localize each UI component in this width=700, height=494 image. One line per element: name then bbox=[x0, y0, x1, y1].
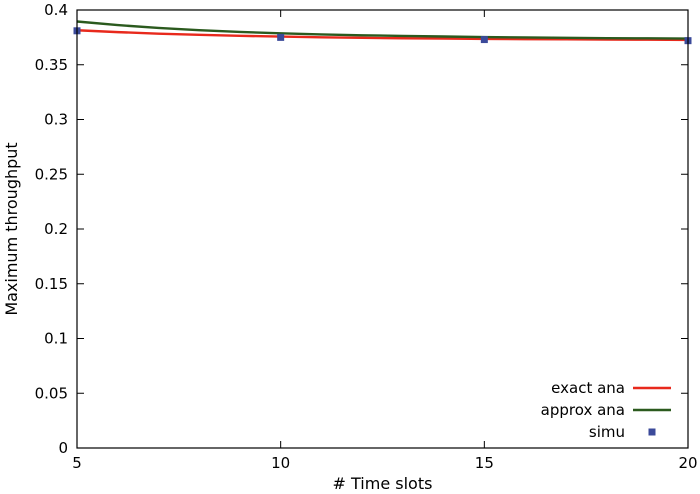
legend-swatch bbox=[648, 428, 656, 436]
y-tick-label: 0.1 bbox=[44, 330, 68, 348]
y-tick-label: 0.4 bbox=[44, 1, 68, 19]
y-tick-label: 0.15 bbox=[35, 275, 68, 293]
legend: exact ana approx ana simu bbox=[541, 379, 671, 441]
x-tick-label: 20 bbox=[678, 454, 697, 472]
x-tick-label: 10 bbox=[271, 454, 290, 472]
data-point-simu bbox=[480, 36, 488, 44]
x-axis-ticks: 5 10 15 20 bbox=[72, 10, 698, 472]
y-tick-label: 0.2 bbox=[44, 220, 68, 238]
x-tick-label: 5 bbox=[72, 454, 82, 472]
y-axis-ticks: 0 0.05 0.1 0.15 0.2 0.25 0.3 0.35 0.4 bbox=[35, 1, 688, 457]
y-tick-label: 0.25 bbox=[35, 165, 68, 183]
data-point-simu bbox=[277, 33, 285, 41]
plot-frame bbox=[76, 9, 689, 449]
y-tick-label: 0.3 bbox=[44, 111, 68, 129]
y-tick-label: 0 bbox=[58, 439, 68, 457]
series-line-exact-ana bbox=[76, 29, 689, 42]
series-line-approx-ana bbox=[76, 20, 689, 40]
y-tick-label: 0.35 bbox=[35, 56, 68, 74]
legend-label: approx ana bbox=[541, 401, 625, 419]
x-axis-title: # Time slots bbox=[333, 474, 433, 493]
legend-label: exact ana bbox=[551, 379, 625, 397]
legend-label: simu bbox=[589, 423, 625, 441]
y-tick-label: 0.05 bbox=[35, 384, 68, 402]
y-axis-title: Maximum throughput bbox=[2, 142, 21, 315]
x-tick-label: 15 bbox=[475, 454, 494, 472]
series-layer bbox=[73, 20, 692, 45]
